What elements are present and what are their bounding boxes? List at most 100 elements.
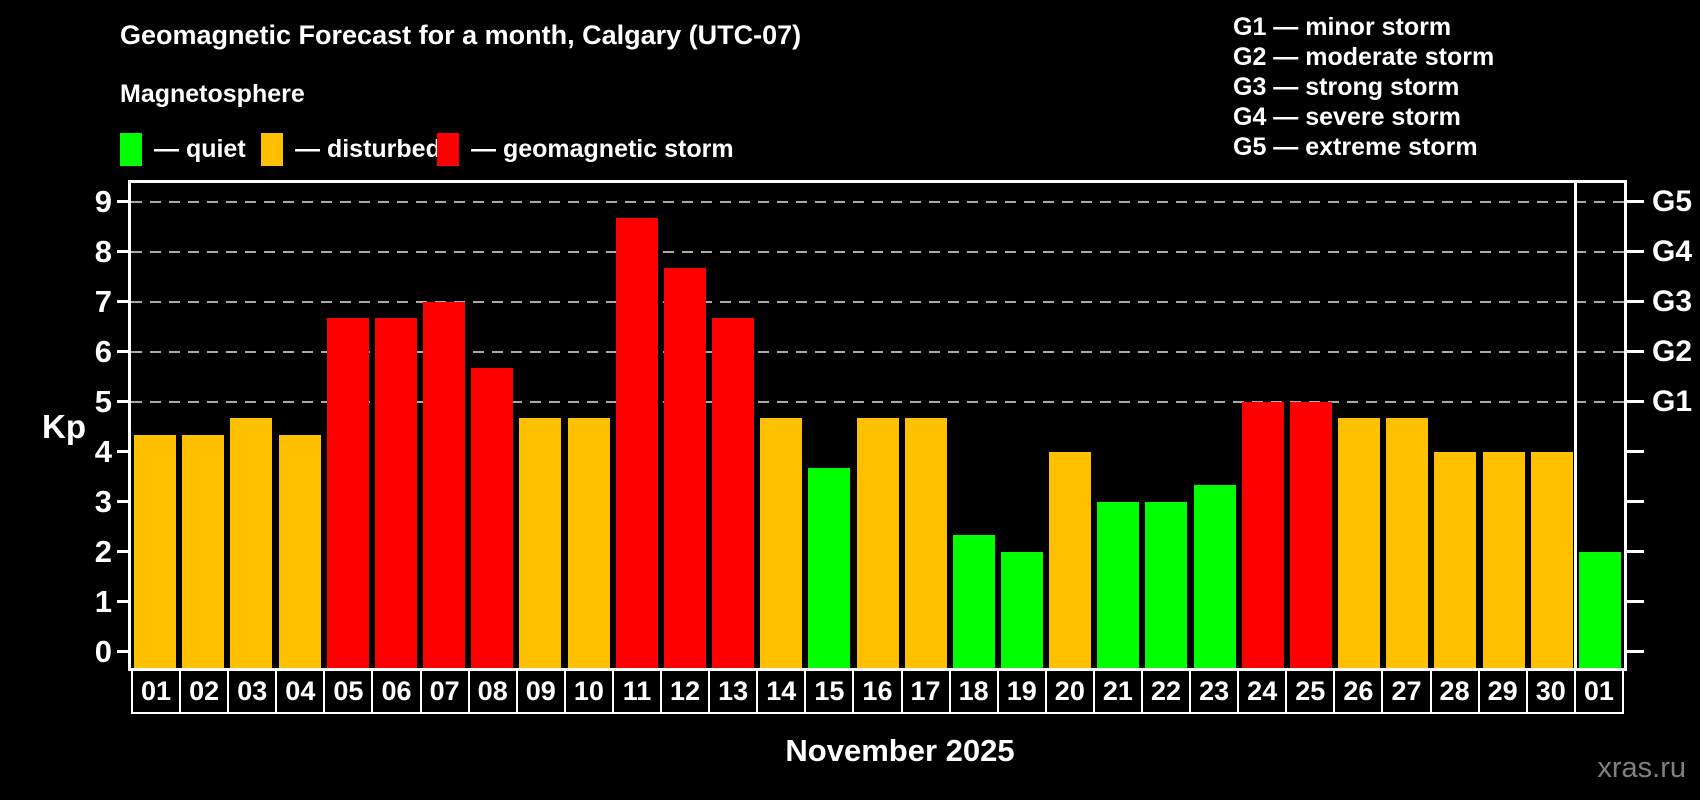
bar-day-26 [1338, 418, 1381, 668]
bar-day-15 [808, 468, 851, 668]
y-tick-label-5: 5 [94, 383, 112, 419]
bar-day-06 [374, 318, 417, 668]
day-label-14: 14 [756, 668, 807, 714]
day-label-17: 17 [900, 668, 951, 714]
y-axis-title: Kp [42, 408, 86, 445]
right-axis-label-g2: G2 [1652, 334, 1693, 368]
legend-disturbed-label: — disturbed [295, 134, 441, 163]
day-label-09: 09 [515, 668, 566, 714]
bar-day-14 [760, 418, 803, 668]
right-tick-2 [1624, 550, 1644, 554]
day-label-22: 22 [1140, 668, 1192, 714]
bar-day-01 [134, 435, 177, 668]
right-tick-3 [1624, 500, 1644, 504]
left-tick-2 [117, 550, 131, 554]
g2-legend-line: G2 — moderate storm [1233, 43, 1495, 71]
bar-day-03 [230, 418, 273, 668]
right-axis-label-g5: G5 [1652, 184, 1693, 218]
day-label-18: 18 [948, 668, 999, 714]
g4-legend-line: G4 — severe storm [1233, 103, 1461, 131]
left-tick-1 [117, 600, 131, 604]
legend-storm-label: — geomagnetic storm [471, 134, 734, 163]
day-label-21: 21 [1092, 668, 1143, 714]
storm-color-swatch [437, 132, 459, 166]
month-label: November 2025 [785, 733, 1015, 768]
y-tick-label-4: 4 [94, 433, 112, 469]
g5-legend-line: G5 — extreme storm [1233, 133, 1478, 161]
right-axis-label-g4: G4 [1652, 234, 1693, 268]
day-label-05: 05 [323, 668, 374, 714]
day-label-02: 02 [179, 668, 230, 714]
day-label-16: 16 [852, 668, 903, 714]
day-label-10: 10 [563, 668, 614, 714]
magnetosphere-label: Magnetosphere [120, 80, 305, 108]
y-tick-label-2: 2 [94, 533, 112, 569]
month-boundary-line [1574, 183, 1578, 668]
y-tick-label-3: 3 [94, 483, 112, 519]
left-tick-8 [117, 250, 131, 254]
y-tick-label-1: 1 [94, 583, 112, 619]
y-tick-label-0: 0 [94, 633, 112, 669]
left-tick-9 [117, 200, 131, 204]
legend-item-quiet: — quiet [120, 132, 246, 166]
day-label-row: 01 02 03 04 05 06 07 08 09 10 11 12 13 14 15 16 17 18 19 20… [131, 668, 1624, 714]
bar-day-09 [519, 418, 562, 668]
chart-title: Geomagnetic Forecast for a month, Calgar… [120, 20, 802, 50]
bar-day-20 [1049, 451, 1092, 668]
day-label-30: 30 [1525, 668, 1576, 714]
day-label-08: 08 [467, 668, 518, 714]
left-tick-0 [117, 650, 131, 654]
bar-day-22 [1145, 501, 1188, 668]
day-label-28: 28 [1429, 668, 1480, 714]
day-label-15: 15 [804, 668, 855, 714]
y-tick-label-6: 6 [94, 333, 112, 369]
day-label-07: 07 [419, 668, 470, 714]
bar-day-10 [567, 418, 610, 668]
bar-day-05 [326, 318, 369, 668]
bar-day-23 [1193, 485, 1236, 668]
bar-day-12 [663, 268, 706, 668]
left-tick-3 [117, 500, 131, 504]
legend-item-disturbed: — disturbed [261, 132, 441, 166]
bar-day-07 [423, 301, 466, 668]
right-tick-7 [1624, 300, 1644, 304]
right-tick-9 [1624, 200, 1644, 204]
gridline-kp-9 [131, 200, 1624, 203]
bar-day-11 [615, 218, 658, 668]
bar-day-29 [1482, 451, 1525, 668]
storm-scale-legend: G1 — minor storm G2 — moderate storm G3 … [1233, 12, 1494, 162]
day-label-23: 23 [1189, 668, 1240, 714]
day-label-01-next-month: 01 [1573, 668, 1624, 714]
bar-day-27 [1386, 418, 1429, 668]
day-label-01: 01 [131, 668, 182, 714]
right-tick-6 [1624, 350, 1644, 354]
bar-day-25 [1289, 401, 1332, 668]
right-tick-4 [1624, 450, 1644, 454]
left-tick-7 [117, 300, 131, 304]
bar-day-02 [182, 435, 225, 668]
bar-day-17 [904, 418, 947, 668]
left-tick-6 [117, 350, 131, 354]
day-label-29: 29 [1477, 668, 1528, 714]
right-tick-0 [1624, 650, 1644, 654]
g3-legend-line: G3 — strong storm [1233, 73, 1460, 101]
gridline-kp-6 [131, 350, 1624, 353]
right-tick-8 [1624, 250, 1644, 254]
day-label-06: 06 [371, 668, 422, 714]
day-label-19: 19 [996, 668, 1047, 714]
y-tick-label-8: 8 [94, 233, 112, 269]
bar-day-30 [1530, 451, 1573, 668]
day-label-04: 04 [275, 668, 326, 714]
left-tick-5 [117, 400, 131, 404]
day-label-27: 27 [1381, 668, 1432, 714]
gridline-kp-5 [131, 400, 1624, 403]
disturbed-color-swatch [261, 132, 283, 166]
bar-day-28 [1434, 451, 1477, 668]
right-tick-5 [1624, 400, 1644, 404]
day-label-26: 26 [1333, 668, 1384, 714]
y-tick-label-7: 7 [94, 283, 112, 319]
right-axis-label-g1: G1 [1652, 384, 1693, 418]
legend-quiet-label: — quiet [154, 134, 246, 163]
g1-legend-line: G1 — minor storm [1233, 13, 1452, 41]
